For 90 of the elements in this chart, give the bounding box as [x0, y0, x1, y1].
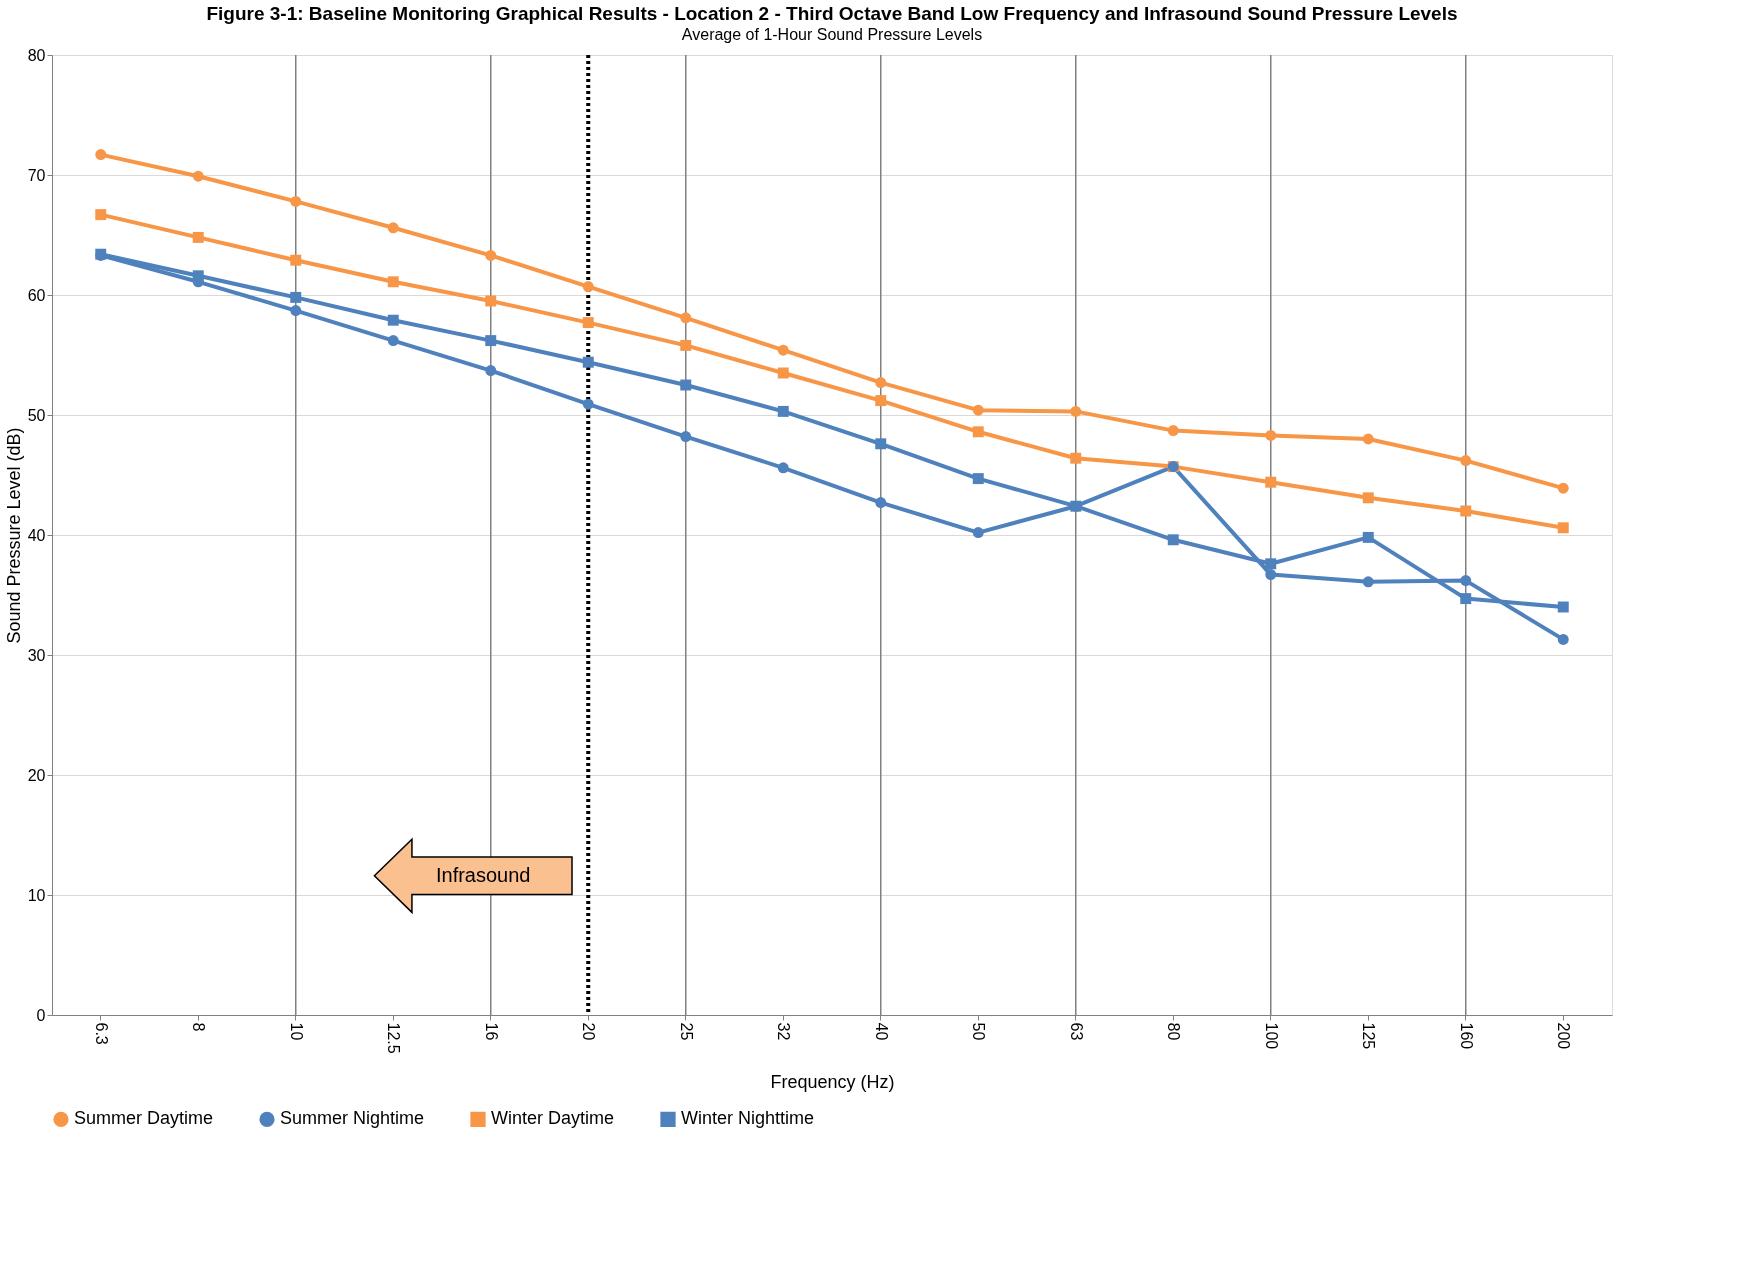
x-tick-label: 10	[287, 1022, 305, 1041]
annotation: Infrasound	[435, 863, 531, 886]
point	[95, 149, 107, 161]
point	[387, 222, 399, 234]
point	[972, 527, 984, 539]
point	[1070, 452, 1082, 464]
x-tick-label: 50	[970, 1022, 988, 1041]
point	[387, 314, 399, 326]
point	[485, 365, 497, 377]
y-tick-label: 80	[27, 46, 46, 64]
x-tick-label: 160	[1457, 1022, 1475, 1050]
y-tick-label: 50	[27, 406, 46, 424]
x-tick-label: 32	[775, 1022, 793, 1041]
x-tick-label: 63	[1067, 1022, 1085, 1041]
point	[1362, 576, 1374, 588]
point	[1167, 534, 1179, 546]
point	[875, 395, 887, 407]
point	[1557, 482, 1569, 494]
chart-subtitle: Average of 1-Hour Sound Pressure Levels	[681, 26, 983, 43]
point	[777, 462, 789, 474]
y-tick-label: 0	[36, 1006, 46, 1024]
point	[680, 431, 692, 443]
point	[680, 339, 692, 351]
x-tick-label: 8	[190, 1022, 208, 1032]
point	[1460, 505, 1472, 517]
x-tick-label: 25	[677, 1022, 695, 1041]
point	[1265, 476, 1277, 488]
y-tick-label: 60	[27, 286, 46, 304]
y-tick-label: 10	[27, 886, 46, 904]
point	[1167, 425, 1179, 437]
point	[387, 335, 399, 347]
point	[1557, 522, 1569, 534]
x-tick-label: 40	[872, 1022, 890, 1041]
x-axis-title: Frequency (Hz)	[770, 1071, 895, 1092]
point	[680, 312, 692, 324]
chart-title: Figure 3-1: Baseline Monitoring Graphical Results - Location 2 - Third Octave Band Low Frequency and Infrasound Sound Pressure Levels	[206, 3, 1458, 24]
point	[387, 276, 399, 288]
point	[290, 291, 302, 303]
x-tick-label: 100	[1262, 1022, 1280, 1050]
legend-label: Summer Daytime	[74, 1108, 214, 1129]
y-tick-label: 20	[27, 766, 46, 784]
point	[1265, 429, 1277, 441]
point	[290, 305, 302, 317]
point	[1265, 569, 1277, 581]
point	[1557, 601, 1569, 613]
point	[582, 281, 594, 293]
point	[95, 209, 107, 221]
point	[1362, 492, 1374, 504]
point	[582, 356, 594, 368]
point	[875, 377, 887, 389]
point	[485, 295, 497, 307]
y-axis-title: Sound Pressure Level (dB)	[3, 427, 24, 644]
point	[1070, 405, 1082, 417]
point	[485, 335, 497, 347]
point	[1460, 455, 1472, 467]
point	[582, 398, 594, 410]
point	[777, 344, 789, 356]
legend-label: Winter Daytime	[491, 1108, 615, 1129]
point	[192, 170, 204, 182]
x-tick-label: 80	[1165, 1022, 1183, 1041]
y-tick-label: 70	[27, 166, 46, 184]
point	[777, 405, 789, 417]
point	[485, 249, 497, 261]
x-tick-label: 12.5	[385, 1022, 403, 1054]
x-tick-label: 6.3	[92, 1022, 110, 1045]
point	[192, 231, 204, 243]
point	[1362, 433, 1374, 445]
x-tick-label: 20	[580, 1022, 598, 1041]
point	[875, 438, 887, 450]
point	[290, 195, 302, 207]
legend-label: Winter Nighttime	[681, 1108, 815, 1129]
point	[680, 379, 692, 391]
y-tick-label: 40	[27, 526, 46, 544]
point	[1460, 593, 1472, 605]
x-tick-label: 125	[1360, 1022, 1378, 1050]
y-tick-label: 30	[27, 646, 46, 664]
legend-label: Summer Nightime	[280, 1108, 425, 1129]
x-tick-label: 16	[482, 1022, 500, 1041]
point	[290, 254, 302, 266]
point	[1362, 531, 1374, 543]
point	[1265, 558, 1277, 570]
point	[972, 426, 984, 438]
point	[875, 497, 887, 509]
point	[972, 404, 984, 416]
point	[1460, 575, 1472, 587]
point	[777, 367, 789, 379]
point	[582, 317, 594, 329]
point	[972, 473, 984, 485]
x-tick-label: 200	[1555, 1022, 1573, 1050]
point	[1557, 633, 1569, 645]
